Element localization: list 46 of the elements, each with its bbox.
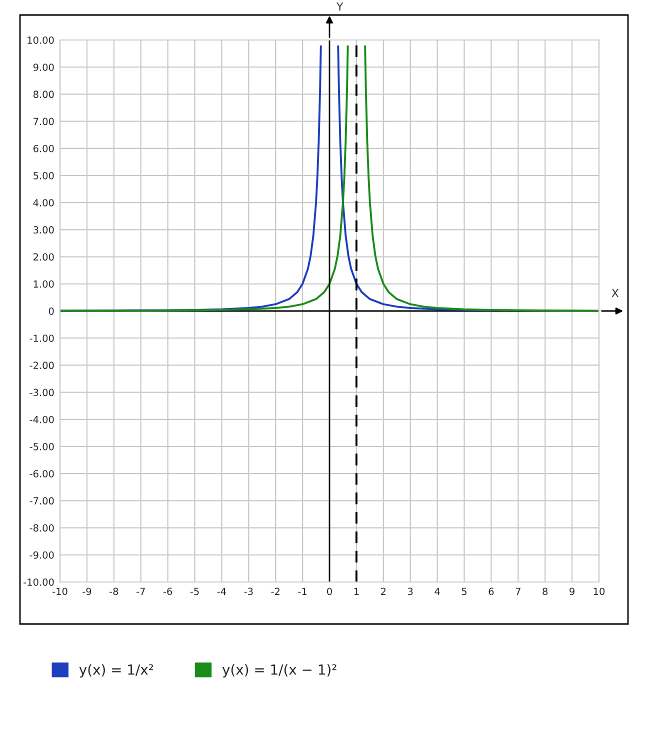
x-tick-label: -6 bbox=[163, 588, 172, 596]
y-tick-label: 0 bbox=[48, 307, 54, 315]
x-tick-label: -9 bbox=[82, 588, 92, 596]
y-axis-title: Y bbox=[336, 2, 344, 11]
x-tick-label: 1 bbox=[354, 588, 359, 595]
x-tick-label: -3 bbox=[244, 588, 253, 596]
y-tick-label: -2.00 bbox=[30, 362, 54, 370]
y-tick-label: -3.00 bbox=[30, 388, 54, 396]
y-tick-label: -5.00 bbox=[30, 442, 54, 450]
y-tick-label: -9.00 bbox=[30, 551, 54, 559]
y-tick-label: 7.00 bbox=[34, 118, 54, 126]
x-tick-label: -10 bbox=[52, 588, 68, 596]
x-tick-label: 9 bbox=[570, 588, 574, 596]
x-tick-label: 0 bbox=[327, 588, 332, 596]
y-tick-label: 4.00 bbox=[33, 199, 54, 206]
y-tick-label: -7.00 bbox=[30, 497, 54, 505]
x-tick-label: -1 bbox=[298, 588, 306, 595]
y-tick-label: 6.00 bbox=[33, 144, 54, 152]
x-axis-title: X bbox=[612, 289, 619, 298]
x-tick-label: 2 bbox=[381, 588, 386, 595]
x-tick-label: -7 bbox=[136, 588, 145, 595]
y-tick-label: -8.00 bbox=[30, 524, 54, 532]
legend-label: y(x) = 1/(x − 1)² bbox=[222, 664, 336, 678]
y-tick-label: -6.00 bbox=[30, 470, 54, 478]
x-tick-label: -4 bbox=[217, 588, 226, 595]
x-tick-label: 5 bbox=[462, 588, 466, 596]
y-tick-label: 3.00 bbox=[34, 226, 54, 234]
legend-label: y(x) = 1/x² bbox=[79, 664, 154, 678]
x-tick-label: 6 bbox=[488, 588, 494, 596]
y-tick-label: 9.00 bbox=[33, 64, 54, 71]
x-tick-label: 4 bbox=[434, 588, 440, 595]
y-tick-label: 8.00 bbox=[33, 90, 54, 98]
y-tick-label: 1.00 bbox=[34, 280, 54, 288]
y-tick-label: 5.00 bbox=[34, 172, 54, 180]
y-tick-label: -4.00 bbox=[30, 416, 54, 424]
y-tick-label: -10.00 bbox=[24, 578, 54, 586]
y-tick-label: 2.00 bbox=[34, 253, 54, 261]
x-tick-label: 7 bbox=[516, 588, 520, 595]
x-tick-label: -5 bbox=[190, 588, 199, 596]
x-tick-label: 8 bbox=[542, 588, 548, 596]
x-tick-label: 10 bbox=[594, 588, 605, 596]
y-tick-label: 10.00 bbox=[28, 36, 54, 44]
x-tick-label: -2 bbox=[271, 588, 280, 595]
y-tick-label: -1.00 bbox=[30, 334, 54, 342]
x-tick-label: 3 bbox=[408, 588, 413, 596]
x-tick-label: -8 bbox=[110, 588, 118, 596]
